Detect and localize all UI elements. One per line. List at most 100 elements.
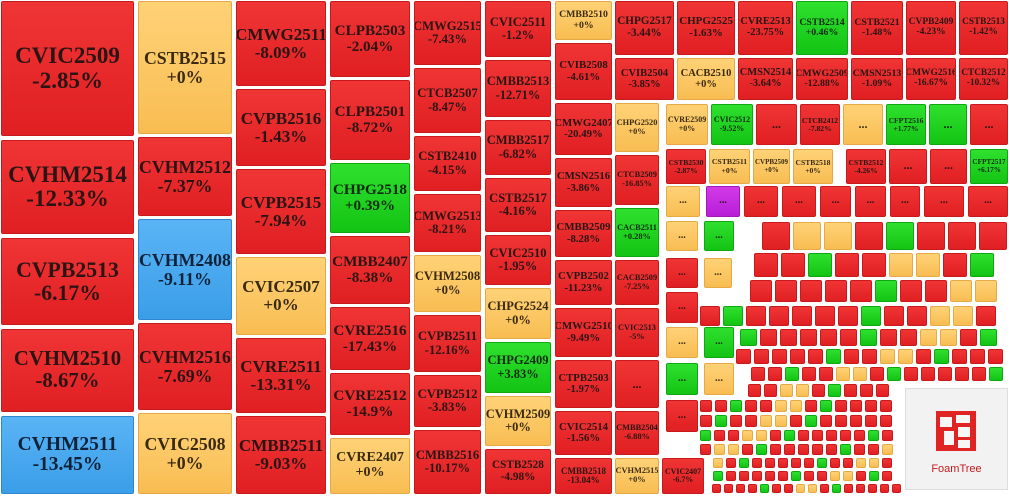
small-tile[interactable] bbox=[860, 329, 877, 346]
tile[interactable]: CSTB2517 -4.16% bbox=[485, 178, 551, 232]
small-tile[interactable] bbox=[884, 306, 904, 326]
tile[interactable]: ... bbox=[704, 221, 734, 251]
small-tile[interactable] bbox=[838, 306, 858, 326]
small-tile[interactable] bbox=[770, 430, 781, 441]
tile[interactable]: CMBB2511 -9.03% bbox=[236, 416, 326, 494]
small-tile[interactable] bbox=[853, 367, 867, 381]
tile[interactable]: CHPG2409 +3.83% bbox=[485, 342, 551, 393]
small-tile[interactable] bbox=[775, 415, 787, 427]
tile[interactable]: CVHM2516 -7.69% bbox=[138, 323, 232, 410]
tile[interactable]: CSTB2530 -2.87% bbox=[666, 149, 706, 184]
tile[interactable]: CVPB2512 -3.83% bbox=[414, 375, 481, 427]
tile[interactable]: CVPB2502 -11.23% bbox=[555, 260, 612, 305]
tile[interactable]: CMBB2510 +0% bbox=[555, 1, 612, 40]
tile[interactable]: ... bbox=[666, 186, 700, 217]
tile[interactable]: CMWG2407 -20.49% bbox=[555, 103, 612, 155]
small-tile[interactable] bbox=[862, 253, 886, 277]
tile[interactable]: CSTB2528 -4.98% bbox=[485, 449, 551, 494]
small-tile[interactable] bbox=[700, 444, 711, 455]
small-tile[interactable] bbox=[930, 306, 950, 326]
small-tile[interactable] bbox=[730, 415, 742, 427]
small-tile[interactable] bbox=[808, 253, 832, 277]
tile[interactable]: CMBB2509 -8.28% bbox=[555, 210, 612, 257]
small-tile[interactable] bbox=[865, 415, 877, 427]
tile[interactable]: ... bbox=[820, 186, 851, 217]
small-tile[interactable] bbox=[700, 306, 720, 326]
small-tile[interactable] bbox=[798, 444, 809, 455]
small-tile[interactable] bbox=[988, 349, 1003, 364]
small-tile[interactable] bbox=[904, 367, 918, 381]
tile[interactable]: CSTB2515 +0% bbox=[138, 1, 232, 134]
small-tile[interactable] bbox=[715, 415, 727, 427]
small-tile[interactable] bbox=[980, 329, 997, 346]
tile[interactable]: CHPG2520 +0% bbox=[615, 103, 659, 152]
small-tile[interactable] bbox=[865, 400, 877, 412]
tile[interactable]: ... bbox=[615, 360, 659, 408]
tile[interactable]: CSTB2511 +0% bbox=[709, 149, 750, 184]
small-tile[interactable] bbox=[830, 458, 840, 468]
tile[interactable]: CVHM2511 -13.45% bbox=[1, 416, 134, 494]
small-tile[interactable] bbox=[728, 430, 739, 441]
small-tile[interactable] bbox=[800, 329, 817, 346]
small-tile[interactable] bbox=[948, 222, 976, 250]
tile[interactable]: ... bbox=[666, 258, 698, 288]
tile[interactable]: CMBB2407 -8.38% bbox=[330, 236, 410, 304]
tile[interactable]: CFPT2516 +1.77% bbox=[886, 104, 926, 145]
tile[interactable]: CMBB2517 -6.82% bbox=[485, 120, 551, 175]
tile[interactable]: CFPT2517 +6.17% bbox=[970, 149, 1008, 184]
small-tile[interactable] bbox=[955, 367, 969, 381]
tile[interactable]: CVIB2508 -4.61% bbox=[555, 43, 612, 100]
tile[interactable]: CMSN2516 -3.86% bbox=[555, 158, 612, 207]
tile[interactable]: CSTB2521 -1.48% bbox=[851, 1, 903, 55]
small-tile[interactable] bbox=[840, 329, 857, 346]
small-tile[interactable] bbox=[850, 280, 872, 302]
small-tile[interactable] bbox=[960, 329, 977, 346]
small-tile[interactable] bbox=[791, 458, 801, 468]
small-tile[interactable] bbox=[882, 471, 892, 481]
tile[interactable]: CVPB2511 -12.16% bbox=[414, 315, 481, 372]
small-tile[interactable] bbox=[830, 471, 840, 481]
tile[interactable]: CLPB2501 -8.72% bbox=[330, 80, 410, 160]
tile[interactable]: CVIC2512 -9.52% bbox=[711, 104, 753, 145]
small-tile[interactable] bbox=[760, 400, 772, 412]
small-tile[interactable] bbox=[856, 458, 866, 468]
tile[interactable]: CACB2509 -7.25% bbox=[615, 260, 659, 305]
small-tile[interactable] bbox=[746, 306, 766, 326]
small-tile[interactable] bbox=[752, 458, 762, 468]
small-tile[interactable] bbox=[875, 280, 897, 302]
tile[interactable]: ... bbox=[704, 327, 734, 358]
small-tile[interactable] bbox=[812, 444, 823, 455]
small-tile[interactable] bbox=[778, 458, 788, 468]
small-tile[interactable] bbox=[784, 484, 793, 493]
tile[interactable]: CACB2511 +0.28% bbox=[615, 208, 659, 257]
tile[interactable]: ... bbox=[704, 363, 734, 395]
small-tile[interactable] bbox=[844, 484, 853, 493]
tile[interactable]: CVPB2509 +0% bbox=[753, 149, 790, 184]
small-tile[interactable] bbox=[754, 349, 769, 364]
small-tile[interactable] bbox=[836, 367, 850, 381]
tile[interactable]: CMBB2504 -6.88% bbox=[615, 411, 659, 455]
small-tile[interactable] bbox=[917, 222, 945, 250]
small-tile[interactable] bbox=[868, 430, 879, 441]
small-tile[interactable] bbox=[889, 253, 913, 277]
small-tile[interactable] bbox=[950, 280, 972, 302]
small-tile[interactable] bbox=[868, 444, 879, 455]
tile[interactable]: CMSN2514 -3.64% bbox=[738, 58, 793, 100]
tile[interactable]: CVIB2504 -3.85% bbox=[615, 58, 674, 100]
small-tile[interactable] bbox=[715, 400, 727, 412]
small-tile[interactable] bbox=[880, 400, 892, 412]
small-tile[interactable] bbox=[835, 400, 847, 412]
small-tile[interactable] bbox=[979, 222, 1007, 250]
small-tile[interactable] bbox=[784, 444, 795, 455]
small-tile[interactable] bbox=[921, 367, 935, 381]
small-tile[interactable] bbox=[970, 253, 994, 277]
tile[interactable]: ... bbox=[970, 104, 1008, 145]
small-tile[interactable] bbox=[880, 329, 897, 346]
small-tile[interactable] bbox=[938, 367, 952, 381]
small-tile[interactable] bbox=[892, 484, 901, 493]
tile[interactable]: CVHM2510 -8.67% bbox=[1, 329, 134, 412]
tile[interactable]: CVPB2409 -4.23% bbox=[906, 1, 956, 55]
small-tile[interactable] bbox=[713, 471, 723, 481]
small-tile[interactable] bbox=[916, 349, 931, 364]
small-tile[interactable] bbox=[700, 430, 711, 441]
